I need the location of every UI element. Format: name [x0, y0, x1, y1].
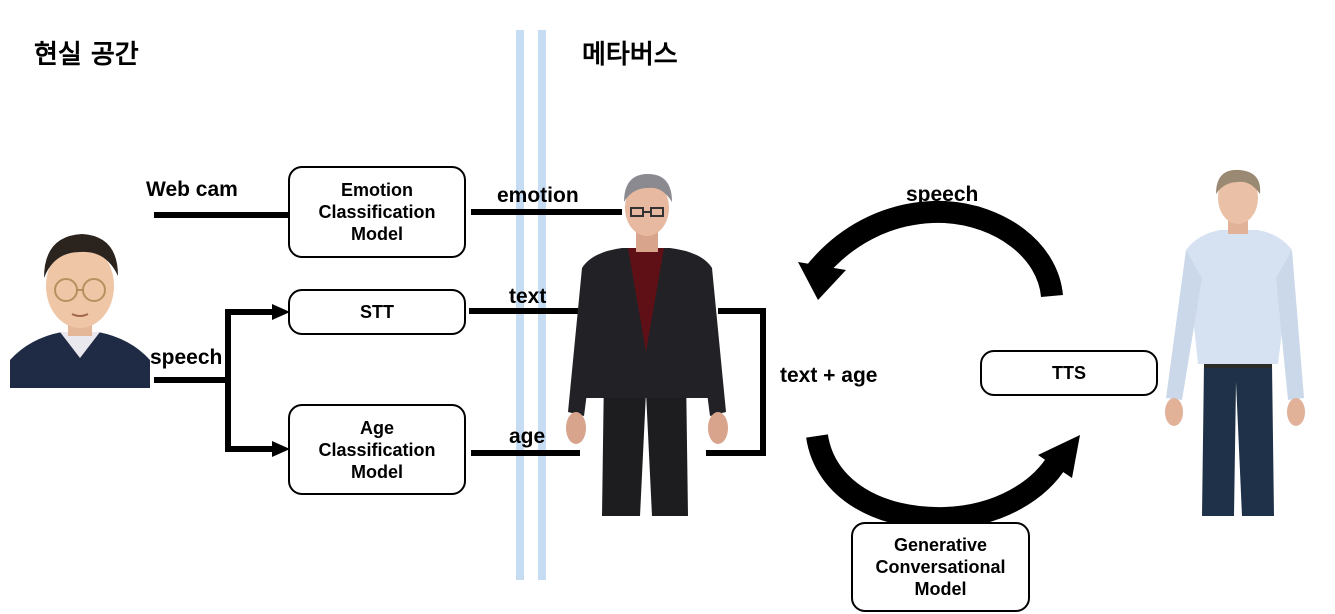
emotion-box-line-2: Classification [318, 202, 436, 222]
speech-input-label: speech [150, 346, 223, 369]
speech-curve-arrowhead [798, 262, 846, 300]
age-box-line-1: Age [359, 417, 394, 438]
speech-curve-arrow [804, 200, 1063, 298]
bracket-line [706, 308, 766, 456]
speech-to-age-line [225, 378, 278, 452]
webcam-label: Web cam [146, 178, 238, 201]
shirt-avatar [1165, 169, 1305, 516]
suit-avatar [566, 174, 728, 516]
generation-curve-arrowhead [1038, 435, 1080, 478]
generative-box-line-2: Conversational [875, 557, 1006, 577]
real-space-heading: 현실 공간 [34, 40, 139, 70]
generation-curve-arrow [806, 433, 1068, 530]
space-divider-right [538, 30, 546, 580]
stt-arrowhead [272, 304, 290, 320]
metaverse-heading: 메타버스 [582, 40, 678, 70]
text-label: text [509, 285, 547, 308]
stt-box-label: STT [360, 302, 394, 322]
person-photo [10, 220, 150, 388]
age-box-line-3: Model [351, 461, 403, 482]
text-age-label: text + age [780, 364, 878, 387]
age-classification-box: Age Classification Model [288, 404, 466, 495]
tts-box: TTS [980, 350, 1158, 396]
generative-box-line-1: Generative [893, 535, 988, 555]
emotion-box-line-1: Emotion [341, 180, 413, 200]
speech-to-stt-line [225, 309, 278, 449]
emotion-classification-box: Emotion Classification Model [288, 166, 466, 258]
emotion-box-line-3: Model [351, 224, 403, 244]
stt-box: STT [288, 289, 466, 335]
speech-output-label: speech [906, 183, 979, 206]
age-box-line-2: Classification [318, 439, 436, 460]
tts-box-label: TTS [1052, 363, 1086, 383]
emotion-label: emotion [497, 184, 579, 207]
age-label: age [509, 425, 546, 448]
generative-conversational-box: Generative Conversational Model [851, 522, 1030, 612]
age-arrowhead [272, 441, 290, 457]
generative-box-line-3: Model [914, 579, 967, 599]
space-divider-left [516, 30, 524, 580]
